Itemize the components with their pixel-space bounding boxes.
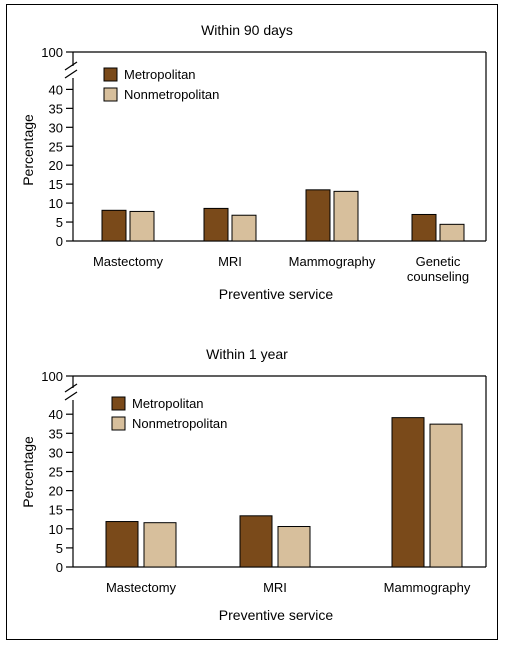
chart-title: Within 1 year xyxy=(206,346,288,362)
legend-label-metropolitan: Metropolitan xyxy=(124,67,196,82)
x-tick-label: Mammography xyxy=(384,580,471,595)
bar-nonmetropolitan-mri xyxy=(231,214,257,242)
y-tick-label: 30 xyxy=(49,120,63,135)
legend-swatch-metropolitan xyxy=(103,67,118,82)
legend-label-nonmetropolitan: Nonmetropolitan xyxy=(124,87,219,102)
y-tick-label: 0 xyxy=(56,234,63,249)
x-axis-label: Preventive service xyxy=(219,607,334,623)
legend-label-nonmetropolitan: Nonmetropolitan xyxy=(132,416,227,431)
legend-swatch-metropolitan xyxy=(111,396,126,411)
x-tick-label: counseling xyxy=(407,269,469,284)
y-tick-label: 15 xyxy=(49,177,63,192)
chart-panel-90-days: Within 90 days Percentage Preventive ser… xyxy=(20,22,487,302)
legend-label-metropolitan: Metropolitan xyxy=(132,396,204,411)
x-tick-label: Mastectomy xyxy=(106,580,177,595)
bar-nonmetropolitan-mri xyxy=(277,526,311,568)
y-tick-label: 5 xyxy=(56,541,63,556)
y-tick-label: 20 xyxy=(49,158,63,173)
y-tick-label: 20 xyxy=(49,484,63,499)
bar-nonmetropolitan-mastectomy xyxy=(143,522,177,568)
y-tick-label: 100 xyxy=(41,45,63,60)
y-tick-label: 25 xyxy=(49,139,63,154)
x-axis-label: Preventive service xyxy=(219,286,334,302)
x-tick-label: Mastectomy xyxy=(93,254,164,269)
y-tick-label: 25 xyxy=(49,465,63,480)
bar-metropolitan-genetic-counseling xyxy=(411,213,437,242)
y-tick-label: 10 xyxy=(49,522,63,537)
y-tick-label: 10 xyxy=(49,196,63,211)
x-tick-label: MRI xyxy=(263,580,287,595)
bar-metropolitan-mri xyxy=(203,207,229,242)
bar-nonmetropolitan-genetic-counseling xyxy=(439,223,465,242)
bar-nonmetropolitan-mammography xyxy=(333,190,359,242)
y-tick-label: 0 xyxy=(56,560,63,575)
bar-metropolitan-mastectomy xyxy=(105,521,139,568)
legend-swatch-nonmetropolitan xyxy=(111,416,126,431)
axis-break-mark xyxy=(64,61,78,71)
bar-nonmetropolitan-mammography xyxy=(429,423,463,568)
bar-metropolitan-mastectomy xyxy=(101,209,127,242)
axis-break-mark xyxy=(64,69,78,79)
y-tick-label: 100 xyxy=(41,369,63,384)
y-tick-label: 15 xyxy=(49,503,63,518)
bar-metropolitan-mammography xyxy=(391,417,425,568)
axis-break-mark xyxy=(64,383,78,393)
axis-break-mark xyxy=(64,391,78,401)
legend-swatch-nonmetropolitan xyxy=(103,87,118,102)
bar-metropolitan-mammography xyxy=(305,189,331,242)
chart-title: Within 90 days xyxy=(201,22,293,38)
y-tick-label: 40 xyxy=(49,82,63,97)
y-axis-label: Percentage xyxy=(20,114,36,186)
chart-panel-1-year: Within 1 year Percentage Preventive serv… xyxy=(20,346,487,623)
figure-frame xyxy=(6,4,498,640)
y-tick-label: 5 xyxy=(56,215,63,230)
bar-metropolitan-mri xyxy=(239,515,273,568)
y-axis-label: Percentage xyxy=(20,436,36,508)
x-tick-label: MRI xyxy=(218,254,242,269)
x-tick-label: Mammography xyxy=(289,254,376,269)
y-tick-label: 35 xyxy=(49,101,63,116)
y-tick-label: 30 xyxy=(49,445,63,460)
y-tick-label: 35 xyxy=(49,426,63,441)
bar-nonmetropolitan-mastectomy xyxy=(129,210,155,242)
y-tick-label: 40 xyxy=(49,407,63,422)
x-tick-label: Genetic xyxy=(416,254,461,269)
